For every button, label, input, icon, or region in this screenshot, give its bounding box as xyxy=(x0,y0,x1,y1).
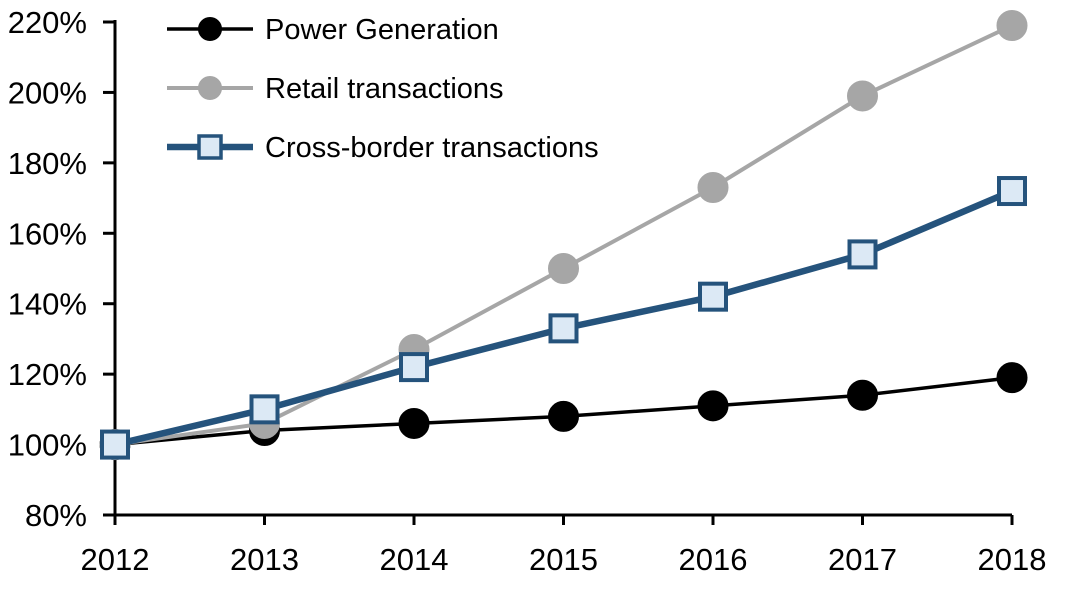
legend-item-cross-border-transactions: Cross-border transactions xyxy=(167,132,599,164)
power-generation-point-2015 xyxy=(548,400,579,432)
x-tick-label: 2018 xyxy=(978,542,1047,577)
power-generation-point-2018 xyxy=(996,362,1028,394)
series-cross-border-transactions xyxy=(100,176,1027,460)
legend-item-power-generation: Power Generation xyxy=(167,14,499,46)
cross-border-transactions-point-2015 xyxy=(548,313,579,344)
x-tick-label: 2014 xyxy=(380,542,449,577)
y-tick-label: 120% xyxy=(8,357,87,392)
cross-border-transactions-point-2016 xyxy=(698,281,728,312)
legend-item-retail-transactions: Retail transactions xyxy=(167,73,504,105)
cross-border-transactions-point-2012 xyxy=(100,429,130,460)
legend-cross-border-transactions-marker-icon xyxy=(197,134,223,160)
retail-transactions-point-2017 xyxy=(847,80,878,112)
cross-border-transactions-point-2013 xyxy=(249,394,280,425)
cross-border-transactions-point-2017 xyxy=(847,239,878,270)
legend-retail-transactions-marker-icon xyxy=(198,76,222,100)
retail-transactions-point-2015 xyxy=(548,253,579,284)
cross-border-transactions-point-2018 xyxy=(997,176,1027,207)
legend-power-generation-marker-icon xyxy=(198,17,222,41)
power-generation-point-2014 xyxy=(398,407,430,439)
x-tick-label: 2016 xyxy=(679,542,748,577)
power-generation-point-2016 xyxy=(697,390,729,422)
retail-transactions-point-2016 xyxy=(697,172,729,204)
legend-label: Retail transactions xyxy=(265,73,504,105)
cross-border-transactions-point-2014 xyxy=(399,352,429,383)
y-tick-label: 80% xyxy=(25,498,87,533)
power-generation-point-2017 xyxy=(847,379,878,411)
y-tick-label: 160% xyxy=(8,216,87,251)
y-tick-label: 200% xyxy=(8,75,87,110)
y-tick-label: 180% xyxy=(8,146,87,181)
x-tick-label: 2015 xyxy=(529,542,598,577)
y-tick-label: 140% xyxy=(8,287,87,322)
y-tick-label: 220% xyxy=(8,5,87,40)
legend: Power Generation Retail transactions Cross… xyxy=(167,14,599,164)
x-tick-label: 2012 xyxy=(81,542,150,577)
legend-label: Power Generation xyxy=(265,14,499,46)
y-tick-label: 100% xyxy=(8,428,87,463)
x-tick-label: 2017 xyxy=(828,542,897,577)
x-tick-label: 2013 xyxy=(230,542,299,577)
legend-label: Cross-border transactions xyxy=(265,132,599,164)
retail-transactions-point-2018 xyxy=(996,10,1028,42)
